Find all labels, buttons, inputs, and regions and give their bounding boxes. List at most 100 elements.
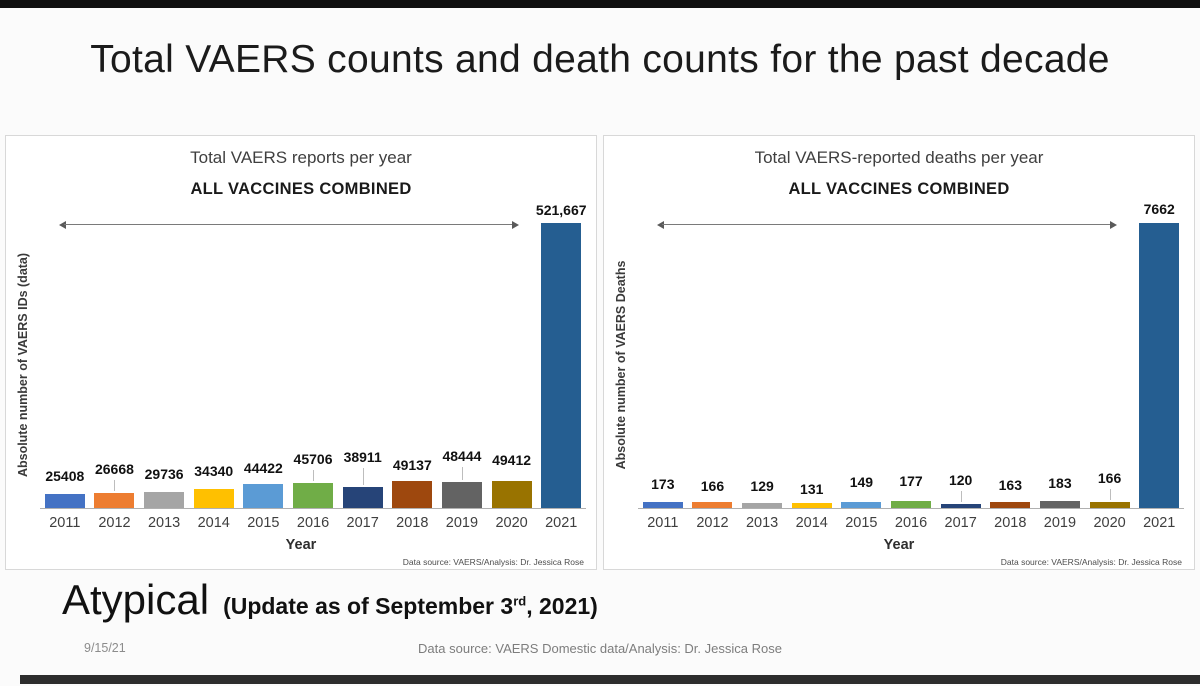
bar-value-label: 49412 — [492, 452, 532, 468]
bar — [1039, 501, 1080, 508]
bar-value-label: 166 — [700, 478, 725, 494]
bar-value-label: 29736 — [144, 466, 184, 482]
x-tick-label: 2021 — [1143, 515, 1176, 531]
x-tick-label: 2018 — [994, 515, 1027, 531]
x-tick-label: 2012 — [696, 515, 729, 531]
x-tick-label: 2020 — [1093, 515, 1126, 531]
bar — [44, 494, 85, 508]
bar — [1089, 502, 1130, 508]
bar-value-label: 48444 — [442, 448, 482, 464]
x-tick-label: 2020 — [495, 515, 528, 531]
bar-value-label: 177 — [899, 473, 923, 489]
arrow-line — [662, 224, 1113, 225]
slide-title: Total VAERS counts and death counts for … — [90, 38, 1110, 81]
bar-group: 166 2020 — [1085, 223, 1135, 531]
top-letterbox-bar — [0, 0, 1200, 8]
update-note: (Update as of September 3rd, 2021) — [223, 593, 598, 619]
chart-source-note: Data source: VAERS/Analysis: Dr. Jessica… — [402, 557, 584, 567]
bar-value-label: 183 — [1048, 475, 1072, 491]
bar — [642, 502, 683, 508]
bar-group: 26668 2012 — [90, 223, 140, 531]
bar — [940, 504, 981, 508]
bar-group: 173 2011 — [638, 223, 688, 531]
bar-value-label: 34340 — [194, 463, 234, 479]
bar-group: 48444 2019 — [437, 223, 487, 531]
bar — [342, 487, 383, 508]
bar — [293, 483, 334, 508]
y-axis-label: Absolute number of VAERS IDs (data) — [16, 252, 30, 478]
bar — [841, 502, 882, 508]
x-tick-label: 2013 — [745, 515, 779, 531]
bar-group: 49412 2020 — [487, 223, 537, 531]
footer-heading-row: Atypical (Update as of September 3rd, 20… — [62, 576, 598, 624]
x-axis-label: Year — [285, 537, 317, 553]
label-leader-line — [461, 467, 463, 480]
bar-value-label: 129 — [750, 478, 774, 494]
plot-area: 25408 2011 26668 2012 29736 2013 34340 2014 4442… — [40, 202, 587, 531]
x-tick-label: 2015 — [845, 515, 878, 531]
chart-title: Total VAERS-reported deaths per year — [754, 148, 1044, 167]
x-tick-label: 2016 — [894, 515, 928, 531]
arrowhead-left-icon — [59, 221, 67, 229]
bar-group: 521,667 2021 — [536, 202, 587, 531]
arrowhead-left-icon — [657, 221, 665, 229]
bar — [392, 481, 433, 508]
x-tick-label: 2011 — [647, 515, 679, 531]
plot-area: 173 2011 166 2012 129 2013 131 2014 149 2015 177 20… — [638, 201, 1184, 531]
chart-title: Total VAERS reports per year — [190, 148, 412, 167]
label-leader-line — [313, 470, 315, 481]
x-tick-label: 2013 — [147, 515, 181, 531]
chart-panel-deaths: Total VAERS-reported deaths per year Abs… — [603, 135, 1195, 570]
bar — [791, 503, 832, 508]
label-leader-line — [114, 480, 116, 491]
bar-group: 7662 2021 — [1134, 201, 1184, 531]
bar-group: 38911 2017 — [338, 223, 388, 531]
x-tick-label: 2015 — [247, 515, 280, 531]
bar-group: 29736 2013 — [139, 223, 189, 531]
bar-value-label: 38911 — [343, 449, 382, 465]
x-tick-label: 2017 — [944, 515, 977, 531]
x-tick-label: 2014 — [197, 515, 230, 531]
bar-value-label: 173 — [651, 476, 675, 492]
bar — [193, 489, 234, 508]
bar — [1139, 223, 1180, 508]
bar — [243, 484, 284, 508]
bar-value-label: 149 — [849, 474, 874, 490]
arrowhead-right-icon — [512, 221, 520, 229]
x-tick-label: 2021 — [545, 515, 578, 531]
bar — [692, 502, 733, 508]
y-axis-label: Absolute number of VAERS Deaths — [614, 260, 628, 470]
x-tick-label: 2011 — [49, 515, 81, 531]
annotation-text: ALL VACCINES COMBINED — [190, 180, 412, 198]
annotation-text: ALL VACCINES COMBINED — [788, 180, 1010, 198]
bar — [541, 223, 582, 508]
bar-group: 44422 2015 — [239, 223, 289, 531]
x-tick-label: 2018 — [396, 515, 429, 531]
label-leader-line — [960, 491, 962, 502]
arrowhead-right-icon — [1110, 221, 1118, 229]
charts-row: Total VAERS reports per year Absolute nu… — [5, 135, 1195, 570]
x-axis-label: Year — [883, 537, 915, 553]
date-stamp: 9/15/21 — [84, 641, 126, 655]
bar-group: 49137 2018 — [387, 223, 437, 531]
bar-group: 129 2013 — [737, 223, 787, 531]
bar-value-label: 120 — [948, 472, 973, 488]
double-arrow-line — [657, 220, 1118, 230]
bar-value-label: 25408 — [45, 468, 85, 484]
bar-group: 177 2016 — [886, 223, 936, 531]
bar-group: 166 2012 — [688, 223, 738, 531]
bottom-letterbox-bar — [20, 675, 1200, 684]
x-tick-label: 2019 — [1043, 515, 1077, 531]
bar-group: 120 2017 — [936, 223, 986, 531]
arrow-line — [64, 224, 515, 225]
double-arrow-line — [59, 220, 520, 230]
ordinal-superscript: rd — [513, 593, 527, 609]
bar — [491, 481, 532, 508]
x-tick-label: 2019 — [445, 515, 479, 531]
x-tick-label: 2014 — [795, 515, 828, 531]
bar — [891, 501, 932, 508]
bar-group: 149 2015 — [837, 223, 887, 531]
bar-value-label: 26668 — [94, 461, 134, 477]
bar-value-label: 49137 — [392, 457, 432, 473]
